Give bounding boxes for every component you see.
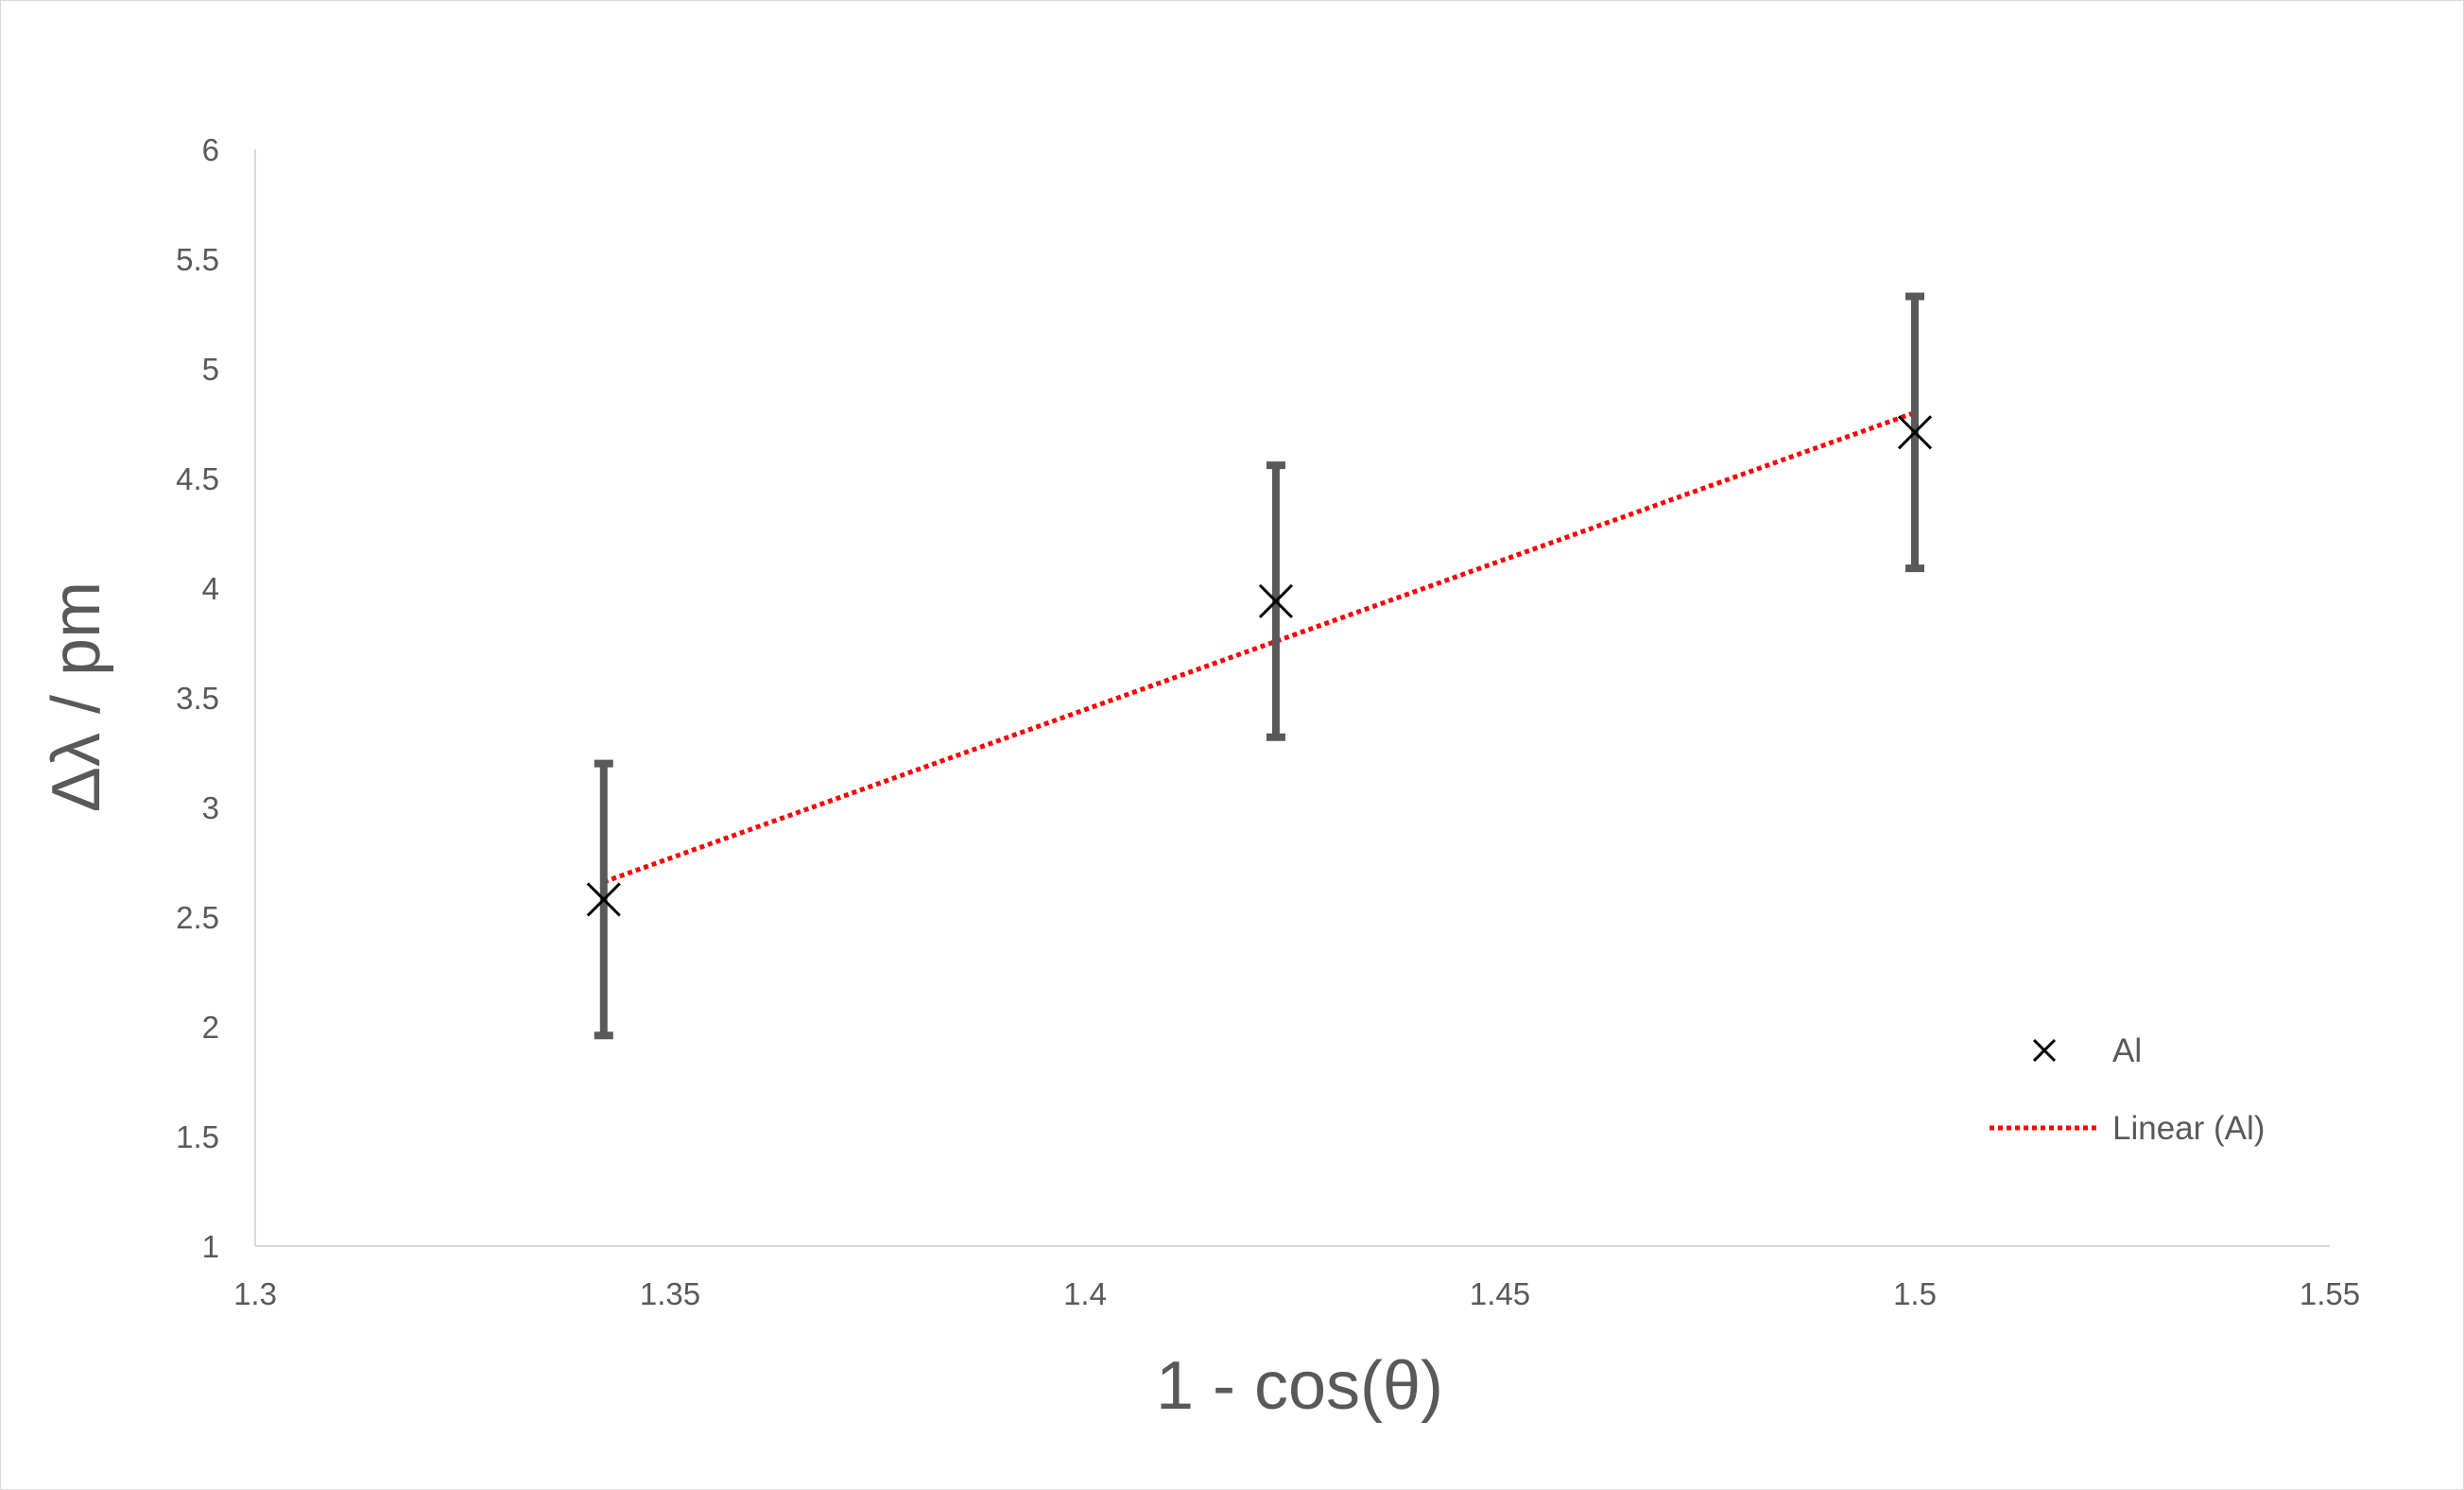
marker-stroke xyxy=(586,882,621,917)
marker-stroke xyxy=(1258,583,1294,618)
y-tick-labels: 1 1.5 2 2.5 3 3.5 4 4.5 5 5.5 6 xyxy=(176,132,219,1264)
legend-label-linear-al: Linear (Al) xyxy=(2112,1110,2265,1147)
trendline xyxy=(602,410,1916,885)
y-tick-label: 5.5 xyxy=(176,242,219,277)
axes xyxy=(254,149,2330,1247)
x-tick-labels: 1.3 1.35 1.4 1.45 1.5 1.55 xyxy=(233,1276,2360,1311)
y-tick-label: 3 xyxy=(202,790,219,825)
legend-item-series: Al xyxy=(2032,1032,2142,1069)
y-tick-label: 5 xyxy=(202,352,219,387)
y-tick-label: 1.5 xyxy=(176,1119,219,1154)
x-tick-label: 1.4 xyxy=(1063,1276,1107,1311)
y-tick-label: 4 xyxy=(202,571,219,606)
y-tick-label: 3.5 xyxy=(176,681,219,716)
error-bar-layer xyxy=(594,292,1924,1040)
legend-item-trendline: Linear (Al) xyxy=(1990,1110,2265,1147)
x-tick-label: 1.3 xyxy=(233,1276,277,1311)
y-axis-title: Δλ / pm xyxy=(39,581,114,812)
x-tick-label: 1.5 xyxy=(1893,1276,1937,1311)
legend-label-al: Al xyxy=(2112,1032,2142,1069)
y-tick-label: 1 xyxy=(202,1229,219,1264)
marker-layer xyxy=(586,415,1933,917)
legend: Al Linear (Al) xyxy=(1990,1032,2265,1147)
y-tick-label: 4.5 xyxy=(176,461,219,496)
x-tick-label: 1.45 xyxy=(1470,1276,1530,1311)
x-tick-label: 1.55 xyxy=(2300,1276,2360,1311)
y-tick-label: 2.5 xyxy=(176,900,219,935)
y-tick-label: 2 xyxy=(202,1010,219,1045)
x-tick-label: 1.35 xyxy=(640,1276,700,1311)
marker-stroke xyxy=(1897,415,1933,450)
data-point-marker xyxy=(1258,583,1294,618)
legend-marker-x-icon xyxy=(2032,1038,2057,1063)
data-point-marker xyxy=(586,882,621,917)
data-point-marker xyxy=(1897,415,1933,450)
trendline-layer xyxy=(602,410,1916,885)
x-axis-title: 1 - cos(θ) xyxy=(1156,1348,1443,1424)
y-tick-label: 6 xyxy=(202,132,219,167)
